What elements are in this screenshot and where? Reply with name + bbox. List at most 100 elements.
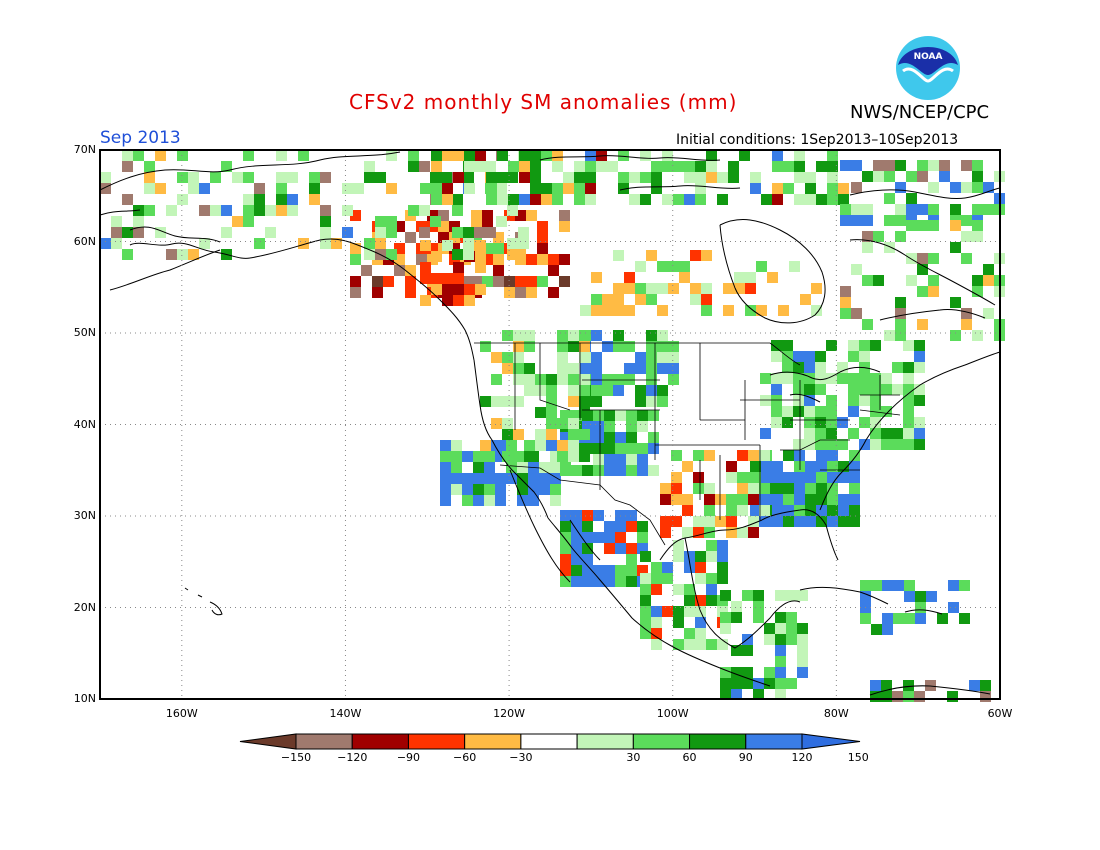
anomaly-cell [530, 194, 541, 205]
anomaly-cell [526, 287, 537, 298]
anomaly-cell [682, 527, 693, 538]
anomaly-cell [557, 418, 568, 429]
anomaly-cell [493, 254, 504, 265]
anomaly-cell [775, 689, 786, 700]
anomaly-cell [100, 238, 111, 249]
anomaly-cell [772, 194, 783, 205]
anomaly-cell [515, 254, 526, 265]
anomaly-cell [797, 634, 808, 645]
anomaly-cell [794, 161, 805, 172]
anomaly-cell [914, 362, 925, 373]
anomaly-cell [750, 461, 761, 472]
anomaly-cell [560, 554, 571, 565]
anomaly-cell [800, 294, 811, 305]
anomaly-cell [431, 183, 442, 194]
anomaly-cell [764, 678, 775, 689]
anomaly-cell [524, 451, 535, 462]
anomaly-cell [723, 283, 734, 294]
anomaly-cell [383, 276, 394, 287]
anomaly-cell [840, 297, 851, 308]
colorbar-label: 120 [791, 751, 813, 764]
anomaly-cell [816, 161, 827, 172]
anomaly-cell [816, 505, 827, 516]
month-label: Sep 2013 [100, 128, 181, 148]
anomaly-cell [254, 238, 265, 249]
anomaly-cell [513, 429, 524, 440]
anomaly-cell [574, 194, 585, 205]
anomaly-cell [826, 340, 837, 351]
anomaly-cell [873, 171, 884, 182]
anomaly-cell [651, 584, 662, 595]
anomaly-cell [604, 432, 615, 443]
anomaly-cell [771, 384, 782, 395]
anomaly-cell [580, 305, 591, 316]
anomaly-cell [537, 221, 548, 232]
anomaly-cell [408, 150, 419, 161]
anomaly-cell [804, 351, 815, 362]
anomaly-cell [624, 272, 635, 283]
anomaly-cell [816, 494, 827, 505]
anomaly-cell [535, 385, 546, 396]
anomaly-cell [961, 308, 972, 319]
anomaly-cell [462, 495, 473, 506]
anomaly-cell [892, 439, 903, 450]
anomaly-cell [463, 238, 474, 249]
anomaly-cell [451, 484, 462, 495]
anomaly-cell [753, 689, 764, 700]
anomaly-cell [155, 183, 166, 194]
anomaly-cell [438, 232, 449, 243]
anomaly-cell [419, 161, 430, 172]
anomaly-cell [671, 494, 682, 505]
anomaly-cell [805, 516, 816, 527]
anomaly-cell [881, 373, 892, 384]
anomaly-cell [637, 410, 648, 421]
anomaly-cell [579, 341, 590, 352]
anomaly-cell [827, 461, 838, 472]
anomaly-cell [972, 286, 983, 297]
anomaly-cell [471, 276, 482, 287]
anomaly-cell [684, 639, 695, 650]
anomaly-cell [731, 645, 742, 656]
anomaly-cell [524, 341, 535, 352]
anomaly-cell [651, 639, 662, 650]
anomaly-cell [917, 171, 928, 182]
anomaly-cell [917, 253, 928, 264]
anomaly-cell [537, 243, 548, 254]
anomaly-cell [870, 417, 881, 428]
anomaly-cell [815, 417, 826, 428]
anomaly-cell [243, 150, 254, 161]
anomaly-cell [640, 595, 651, 606]
anomaly-cell [804, 362, 815, 373]
anomaly-cell [568, 341, 579, 352]
anomaly-cell [915, 613, 926, 624]
colorbar [239, 733, 861, 750]
anomaly-cell [593, 443, 604, 454]
anomaly-cell [742, 645, 753, 656]
anomaly-cell [804, 439, 815, 450]
anomaly-cell [972, 171, 983, 182]
anomaly-cell [950, 182, 961, 193]
anomaly-cell [546, 396, 557, 407]
anomaly-cell [862, 215, 873, 226]
anomaly-cell [582, 443, 593, 454]
anomaly-cell [495, 495, 506, 506]
anomaly-cell [394, 265, 405, 276]
anomaly-cell [840, 160, 851, 171]
anomaly-cell [793, 406, 804, 417]
anomaly-cell [881, 691, 892, 702]
anomaly-cell [506, 462, 517, 473]
anomaly-cell [928, 275, 939, 286]
anomaly-cell [463, 227, 474, 238]
anomaly-cell [593, 432, 604, 443]
anomaly-cell [615, 454, 626, 465]
anomaly-cell [720, 623, 731, 634]
anomaly-cell [473, 495, 484, 506]
anomaly-cell [524, 440, 535, 451]
anomaly-cell [557, 451, 568, 462]
anomaly-cell [530, 161, 541, 172]
anomaly-cell [613, 341, 624, 352]
anomaly-cell [350, 210, 361, 221]
anomaly-cell [491, 374, 502, 385]
anomaly-cell [579, 330, 590, 341]
anomaly-cell [579, 407, 590, 418]
